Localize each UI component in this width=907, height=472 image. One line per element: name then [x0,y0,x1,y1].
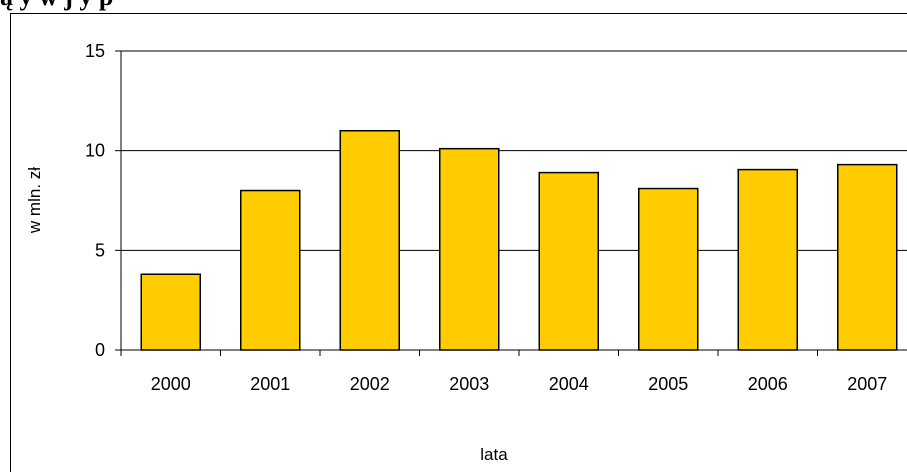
x-tick-label-2005: 2005 [648,374,688,394]
x-tick-label-2001: 2001 [250,374,290,394]
bar-2001 [240,189,301,351]
bar-2005 [638,187,699,351]
chart-frame [10,13,907,472]
x-tick-label-2006: 2006 [748,374,788,394]
x-tick-label-2002: 2002 [350,374,390,394]
x-tick-label-2004: 2004 [549,374,589,394]
x-tick-label-2003: 2003 [449,374,489,394]
axes: 0 5 10 15 2000 2001 2002 2003 2004 2005 2006 2007 [85,41,907,394]
x-axis-title: lata [480,445,508,464]
bars [140,129,898,351]
bar-2007 [837,163,898,351]
bar-2003 [439,147,500,351]
y-axis-title: w mln. zł [25,167,44,234]
x-tick-label-2007: 2007 [847,374,887,394]
bar-2006 [737,168,798,351]
bar-2002 [339,129,400,351]
bar-2004 [538,171,599,351]
y-tick-label-5: 5 [95,240,105,260]
y-tick-label-10: 10 [85,141,105,161]
y-tick-label-0: 0 [95,340,105,360]
bar-2000 [140,273,201,351]
x-tick-label-2000: 2000 [151,374,191,394]
page-title-fragment: ą y w j y p [0,0,113,10]
y-tick-label-15: 15 [85,41,105,61]
